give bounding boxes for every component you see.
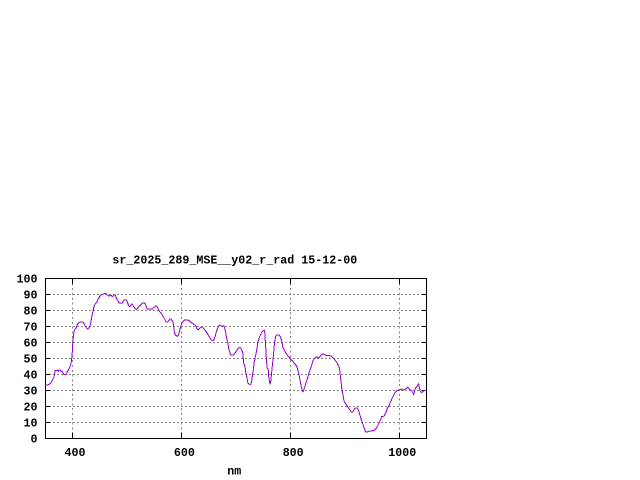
svg-text:800: 800 — [283, 446, 304, 460]
svg-text:sr_2025_289_MSE__y02_r_rad 15-: sr_2025_289_MSE__y02_r_rad 15-12-00 — [112, 254, 357, 268]
svg-text:100: 100 — [17, 273, 38, 287]
svg-text:1000: 1000 — [388, 446, 416, 460]
svg-text:40: 40 — [24, 369, 38, 383]
svg-text:60: 60 — [24, 337, 38, 351]
svg-text:50: 50 — [24, 353, 38, 367]
svg-text:70: 70 — [24, 321, 38, 335]
svg-text:10: 10 — [24, 417, 38, 431]
svg-text:nm: nm — [227, 464, 241, 478]
svg-text:400: 400 — [65, 446, 86, 460]
svg-text:0: 0 — [31, 433, 38, 447]
svg-text:30: 30 — [24, 385, 38, 399]
svg-text:90: 90 — [24, 289, 38, 303]
svg-text:600: 600 — [174, 446, 195, 460]
svg-text:20: 20 — [24, 401, 38, 415]
svg-text:80: 80 — [24, 305, 38, 319]
